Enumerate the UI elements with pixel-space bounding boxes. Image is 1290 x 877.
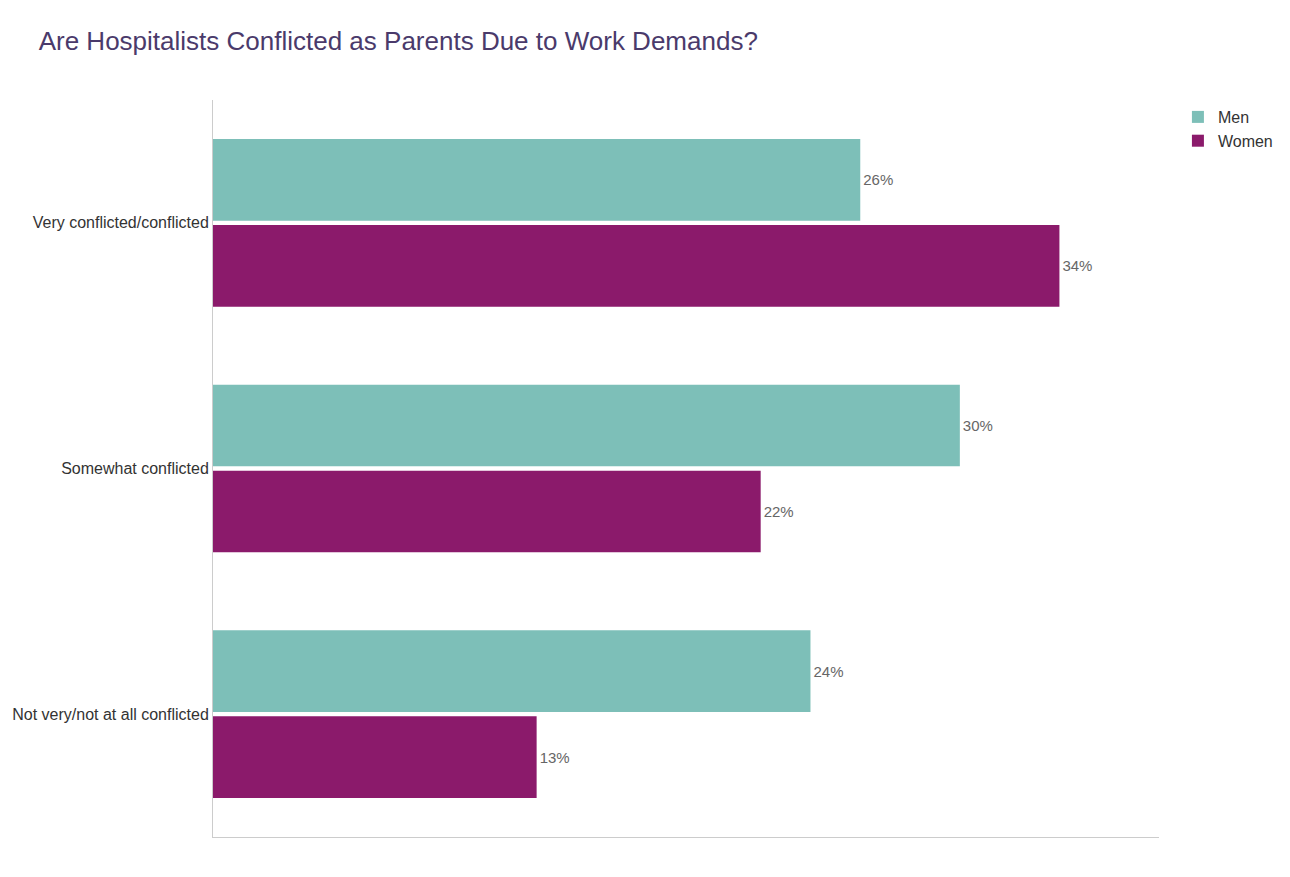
svg-text:Somewhat conflicted: Somewhat conflicted bbox=[61, 460, 209, 477]
svg-text:Not very/not at all conflicted: Not very/not at all conflicted bbox=[12, 706, 209, 723]
svg-text:26%: 26% bbox=[863, 171, 893, 188]
svg-text:24%: 24% bbox=[813, 663, 843, 680]
svg-text:22%: 22% bbox=[764, 503, 794, 520]
svg-text:30%: 30% bbox=[963, 417, 993, 434]
svg-text:Very conflicted/conflicted: Very conflicted/conflicted bbox=[33, 214, 209, 231]
svg-text:13%: 13% bbox=[540, 749, 570, 766]
svg-text:Are Hospitalists Conflicted as: Are Hospitalists Conflicted as Parents D… bbox=[39, 26, 758, 56]
svg-text:Men: Men bbox=[1218, 109, 1249, 126]
svg-text:34%: 34% bbox=[1062, 257, 1092, 274]
svg-text:Women: Women bbox=[1218, 133, 1273, 150]
